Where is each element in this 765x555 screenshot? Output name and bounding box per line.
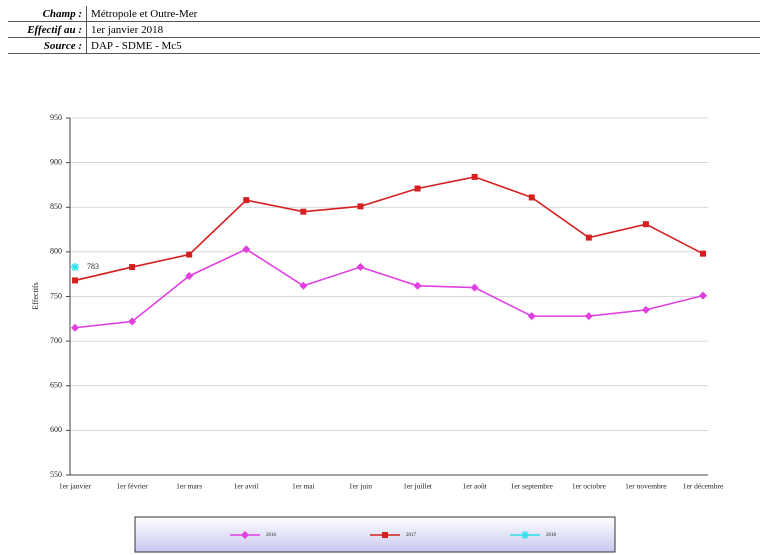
header-label: Effectif au : [8,21,87,38]
marker [585,234,592,241]
marker [242,245,251,254]
header-value: DAP - SDME - Mc5 [86,37,760,54]
x-tick-label: 1er novembre [625,482,667,491]
marker [71,263,79,272]
marker [382,532,388,538]
marker [471,173,478,180]
y-tick-label: 750 [50,291,62,300]
legend-label: 2016 [266,533,277,538]
y-tick-label: 600 [50,425,62,434]
marker [243,197,250,204]
y-tick-label: 700 [50,336,62,345]
x-tick-label: 1er juin [349,482,372,491]
y-tick-label: 550 [50,470,62,479]
header-row: Champ : Métropole et Outre-Mer [8,6,760,22]
y-axis-label: Effectifs [31,282,40,309]
legend-label: 2018 [546,533,557,538]
legend-label: 2017 [406,533,417,538]
series-line [74,248,704,329]
x-tick-label: 1er octobre [572,482,607,491]
y-tick-label: 950 [50,113,62,122]
y-tick-label: 850 [50,202,62,211]
marker [356,263,365,272]
marker [528,194,535,201]
marker [357,203,364,210]
header-row: Effectif au :1er janvier 2018 [8,21,760,38]
marker [72,277,78,284]
header-label: Source : [8,37,87,54]
marker [71,323,79,332]
marker [527,312,536,321]
x-tick-label: 1er septembre [511,482,554,491]
x-tick-label: 1er août [462,482,487,491]
marker [186,251,193,258]
marker [185,271,194,280]
header-value: Métropole et Outre-Mer [86,6,760,22]
marker [300,208,307,215]
y-tick-label: 800 [50,247,62,256]
marker [414,185,421,192]
series-line [74,176,704,282]
marker [584,312,593,321]
y-tick-label: 900 [50,157,62,166]
marker [699,291,707,300]
header-row: Source : DAP - SDME - Mc5 [8,37,760,54]
x-tick-label: 1er janvier [59,482,92,491]
header-value: 1er janvier 2018 [86,21,760,38]
marker [521,531,529,539]
y-tick-label: 650 [50,381,62,390]
x-tick-label: 1er mars [176,482,202,491]
header-label: Champ : [8,6,87,22]
marker [641,305,650,314]
marker [700,250,706,257]
marker [413,281,422,290]
marker [241,531,249,539]
data-label: 783 [87,262,99,271]
x-tick-label: 1er décembre [683,482,724,491]
x-tick-label: 1er février [116,482,148,491]
x-tick-label: 1er mai [292,482,315,491]
x-tick-label: 1er juillet [403,482,433,491]
marker [129,264,136,271]
x-tick-label: 1er avril [234,482,259,491]
marker [470,283,479,292]
marker [642,221,649,228]
marker [299,281,308,290]
header-table: Champ : Métropole et Outre-Mer Effectif a… [8,6,760,54]
marker [128,317,137,326]
